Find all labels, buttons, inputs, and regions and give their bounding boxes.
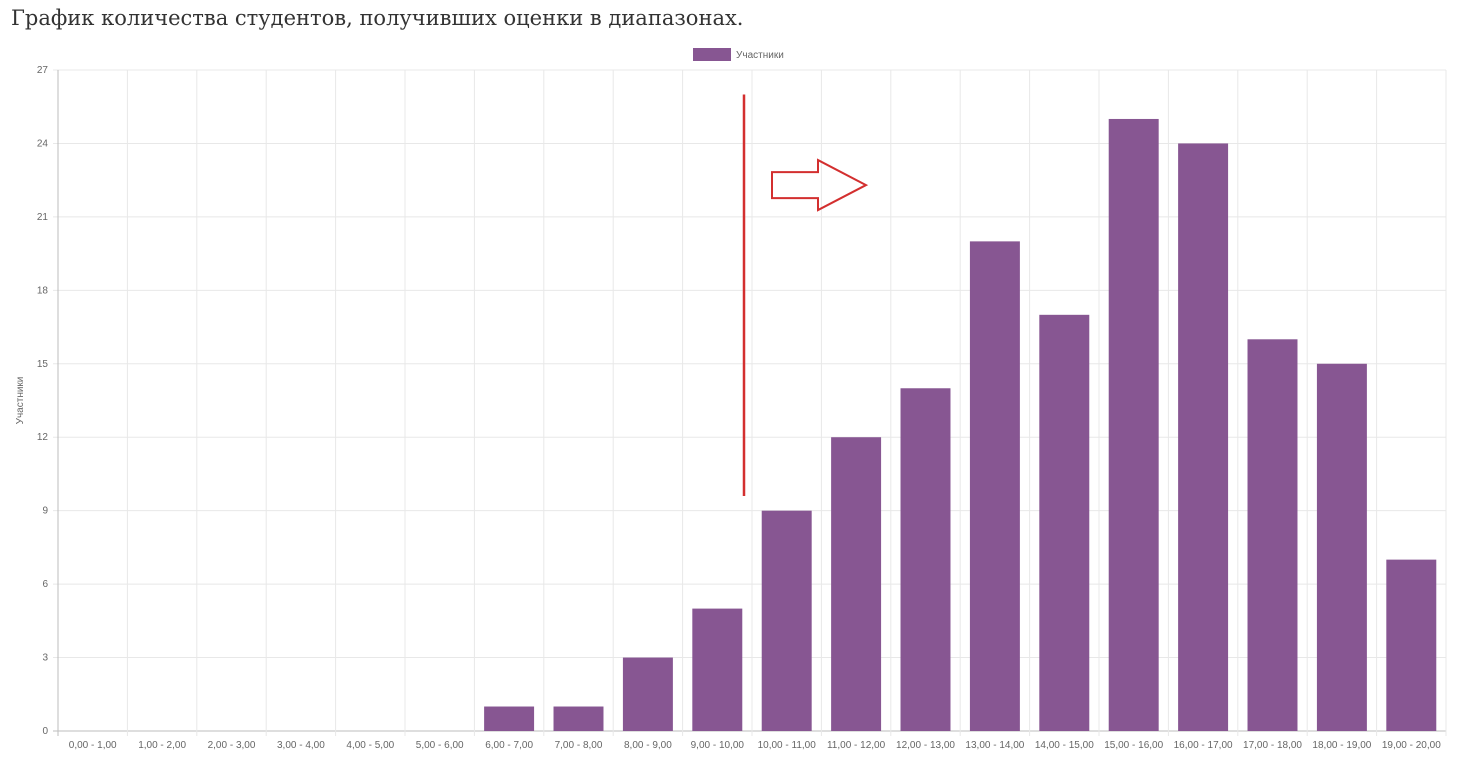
bar[interactable] [761,510,812,731]
y-tick-label: 24 [37,138,49,149]
y-tick-label: 21 [37,212,49,223]
bar[interactable] [692,608,743,731]
bar[interactable] [553,706,604,731]
x-tick-label: 11,00 - 12,00 [827,740,886,751]
x-tick-label: 3,00 - 4,00 [277,740,325,751]
y-tick-label: 0 [42,726,48,737]
x-tick-label: 8,00 - 9,00 [624,740,672,751]
x-tick-label: 4,00 - 5,00 [346,740,394,751]
bar[interactable] [831,437,882,731]
chart-bars [484,118,1437,732]
bar[interactable] [1178,143,1229,731]
chart-grid [53,69,1447,736]
bar[interactable] [1039,314,1090,731]
x-tick-label: 1,00 - 2,00 [138,740,186,751]
x-tick-label: 14,00 - 15,00 [1035,740,1094,751]
y-tick-label: 12 [37,432,49,443]
bar[interactable] [1386,559,1437,731]
y-tick-label: 9 [42,506,48,517]
y-tick-label: 3 [42,653,48,664]
y-axis-ticks: 0 3 6 9 12 15 18 21 24 27 [37,65,49,737]
y-tick-label: 27 [37,65,49,76]
x-tick-label: 15,00 - 16,00 [1104,740,1163,751]
bar[interactable] [1247,339,1298,731]
x-tick-label: 18,00 - 19,00 [1312,740,1371,751]
x-axis-ticks: 0,00 - 1,00 1,00 - 2,00 2,00 - 3,00 3,00 - … [69,740,1441,751]
bar[interactable] [484,706,535,731]
y-tick-label: 6 [42,579,48,590]
x-tick-label: 16,00 - 17,00 [1174,740,1233,751]
y-axis-title: Участники [15,377,26,425]
bar[interactable] [969,241,1020,732]
x-tick-label: 5,00 - 6,00 [416,740,464,751]
legend-label: Участники [736,50,784,61]
annotations [742,94,869,496]
y-tick-label: 15 [37,359,49,370]
x-tick-label: 17,00 - 18,00 [1243,740,1302,751]
red-arrow-icon [771,158,869,212]
x-tick-label: 10,00 - 11,00 [758,740,817,751]
bar[interactable] [1316,363,1367,731]
x-tick-label: 19,00 - 20,00 [1382,740,1441,751]
bar[interactable] [900,388,951,731]
bar[interactable] [622,657,673,731]
x-tick-label: 6,00 - 7,00 [485,740,533,751]
x-tick-label: 9,00 - 10,00 [691,740,745,751]
y-tick-label: 18 [37,285,49,296]
x-tick-label: 2,00 - 3,00 [208,740,256,751]
x-tick-label: 0,00 - 1,00 [69,740,117,751]
x-tick-label: 12,00 - 13,00 [896,740,955,751]
x-tick-label: 7,00 - 8,00 [555,740,603,751]
page-heading: График количества студентов, получивших … [11,6,744,30]
bar[interactable] [1108,118,1159,732]
legend-swatch [693,48,731,61]
x-tick-label: 13,00 - 14,00 [965,740,1024,751]
chart-legend[interactable]: Участники [693,48,784,61]
